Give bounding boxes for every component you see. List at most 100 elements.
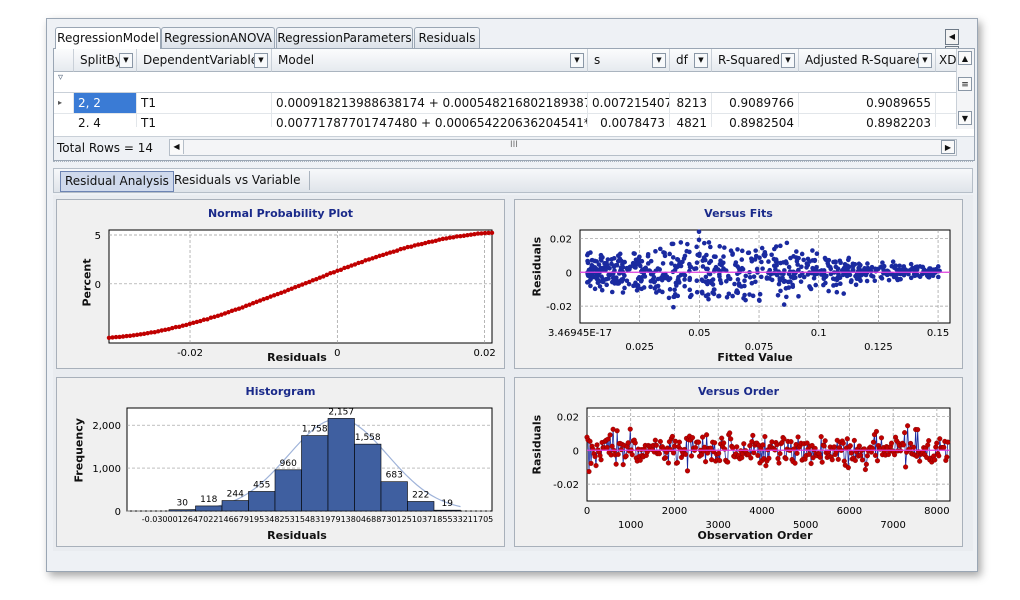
bar-value-label: 1,758 xyxy=(302,425,328,435)
data-point xyxy=(699,289,705,295)
data-point xyxy=(835,456,841,462)
cell-splitby[interactable]: 2, 2 xyxy=(74,93,137,113)
cell-r-squared[interactable]: 0.8982504 xyxy=(712,114,799,127)
chevron-down-icon[interactable]: ▼ xyxy=(119,53,133,68)
chevron-down-icon[interactable]: ▼ xyxy=(254,53,268,68)
total-rows-label: Total Rows = 14 xyxy=(57,141,153,155)
data-point xyxy=(651,279,657,285)
horizontal-scrollbar[interactable]: ◀ III xyxy=(169,139,957,156)
filter-row[interactable]: ▿ xyxy=(54,72,957,93)
column-header-xd[interactable]: XD xyxy=(936,49,957,72)
data-point xyxy=(678,263,684,269)
chart-title: Versus Fits xyxy=(704,207,773,220)
data-point xyxy=(587,438,593,444)
column-label: R-Squared xyxy=(718,53,781,67)
y-tick-label: 0.02 xyxy=(557,412,579,423)
cell-df[interactable]: 8213 xyxy=(670,93,712,113)
tab-regression-parameters[interactable]: RegressionParameters xyxy=(276,27,413,48)
cell-model[interactable]: 0.00771787701747480 + 0.0006542206362045… xyxy=(272,114,588,127)
splitter[interactable] xyxy=(53,161,973,166)
vertical-scrollbar[interactable]: ▲ ≡ ▼ xyxy=(956,49,974,129)
data-point xyxy=(905,423,911,429)
table-row[interactable]: ▸ 2, 2 T1 0.000918213988638174 + 0.00054… xyxy=(54,93,957,114)
data-point xyxy=(328,271,333,276)
data-point xyxy=(605,263,610,268)
y-tick-label: 2,000 xyxy=(92,421,121,432)
y-tick-label: -0.02 xyxy=(553,480,579,491)
data-point xyxy=(821,276,827,282)
scroll-up-icon[interactable]: ▲ xyxy=(958,51,972,65)
data-point xyxy=(282,289,287,294)
data-point xyxy=(893,263,898,268)
data-point xyxy=(841,291,847,296)
table-row[interactable]: 2, 4 T1 0.00771787701747480 + 0.00065422… xyxy=(54,114,957,127)
scroll-left-icon[interactable]: ◀ xyxy=(170,140,184,154)
data-point xyxy=(753,279,758,285)
data-point xyxy=(778,288,783,294)
column-header-dependentvariable[interactable]: DependentVariable ▼ xyxy=(137,49,272,72)
cell-dependentvariable[interactable]: T1 xyxy=(137,114,272,127)
scroll-right-icon[interactable]: ▶ xyxy=(941,140,955,154)
scrollbar-grip[interactable]: III xyxy=(510,140,518,150)
filter-icon[interactable]: ▿ xyxy=(58,72,64,83)
data-point xyxy=(639,277,644,283)
tab-regression-model[interactable]: RegressionModel xyxy=(55,27,161,49)
chevron-down-icon[interactable]: ▼ xyxy=(652,53,666,68)
bar-value-label: 1,558 xyxy=(355,433,381,443)
x-tick-label: 8000 xyxy=(924,506,949,517)
column-label: XD xyxy=(939,53,957,67)
tab-regression-anova[interactable]: RegressionANOVA xyxy=(161,27,275,48)
column-header-df[interactable]: df ▼ xyxy=(670,49,712,72)
data-point xyxy=(412,243,417,248)
histogram-bar xyxy=(195,505,223,512)
column-header-model[interactable]: Model ▼ xyxy=(272,49,588,72)
cell-dependentvariable[interactable]: T1 xyxy=(137,93,272,113)
data-point xyxy=(717,244,723,249)
histogram-bar xyxy=(301,435,329,512)
chevron-down-icon[interactable]: ▼ xyxy=(570,53,584,68)
data-point xyxy=(848,450,854,456)
data-point xyxy=(749,256,754,261)
cell-s[interactable]: 0.0078473 xyxy=(588,114,670,127)
data-point xyxy=(837,275,843,280)
data-point xyxy=(430,239,435,244)
data-point xyxy=(652,437,658,443)
cell-adjusted-r-squared[interactable]: 0.9089655 xyxy=(799,93,936,113)
column-header-r-squared[interactable]: R-Squared ▼ xyxy=(712,49,799,72)
data-point xyxy=(613,262,619,268)
chevron-down-icon[interactable]: ▼ xyxy=(694,53,708,68)
data-point xyxy=(783,456,789,462)
x-tick-label: -0.0300012647022146679195348253154831979… xyxy=(142,515,494,524)
data-point xyxy=(373,254,379,260)
data-point xyxy=(303,280,308,286)
chevron-down-icon[interactable]: ▼ xyxy=(781,53,795,68)
data-point xyxy=(674,460,681,466)
cell-r-squared[interactable]: 0.9089766 xyxy=(712,93,799,113)
data-point xyxy=(781,279,787,285)
data-point xyxy=(623,453,629,459)
cell-model[interactable]: 0.000918213988638174 + 0.000548216802189… xyxy=(272,93,588,113)
data-point xyxy=(706,260,712,266)
tab-prev-button[interactable]: ◀ xyxy=(945,29,959,45)
data-point xyxy=(757,255,762,261)
tab-residuals[interactable]: Residuals xyxy=(414,27,480,48)
subtab-residuals-vs-variable[interactable]: Residuals vs Variable xyxy=(170,171,310,190)
column-header-splitby[interactable]: SplitBy ▼ xyxy=(74,49,137,72)
column-header-s[interactable]: s ▼ xyxy=(588,49,670,72)
data-point xyxy=(747,443,753,449)
subtab-residual-analysis[interactable]: Residual Analysis xyxy=(60,171,174,192)
cell-df[interactable]: 4821 xyxy=(670,114,712,127)
data-point xyxy=(440,236,446,242)
column-header-adjusted-r-squared[interactable]: Adjusted R-Squared ▼ xyxy=(799,49,936,72)
chevron-down-icon[interactable]: ▼ xyxy=(918,53,932,68)
column-chooser-icon[interactable]: ≡ xyxy=(958,77,972,91)
column-label: DependentVariable xyxy=(143,53,259,67)
data-point xyxy=(672,263,678,269)
scroll-down-icon[interactable]: ▼ xyxy=(958,111,972,125)
data-point xyxy=(775,292,781,298)
cell-s[interactable]: 0.007215407 xyxy=(588,93,670,113)
data-point xyxy=(886,277,892,283)
cell-splitby[interactable]: 2, 4 xyxy=(74,114,137,127)
cell-adjusted-r-squared[interactable]: 0.8982203 xyxy=(799,114,936,127)
data-point xyxy=(865,265,871,271)
